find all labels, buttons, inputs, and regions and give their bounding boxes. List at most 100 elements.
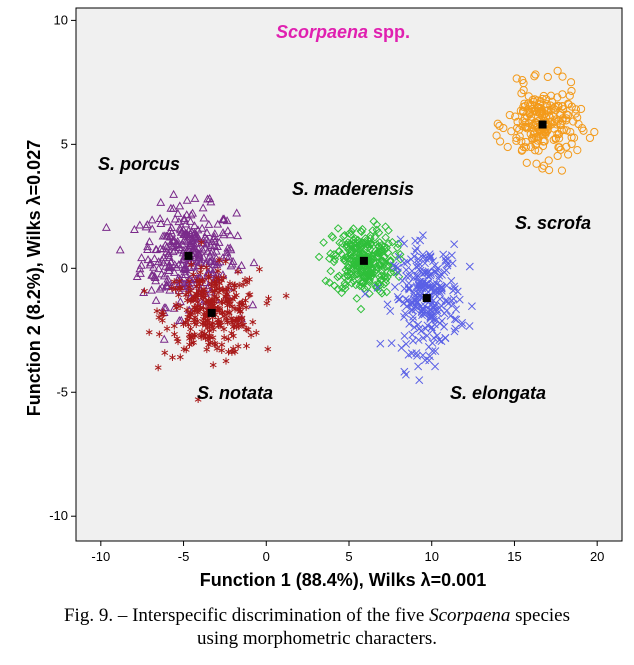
triangle-point <box>232 208 242 217</box>
cross-point <box>418 351 427 360</box>
circle-point <box>569 117 578 126</box>
asterisk-point <box>176 302 184 310</box>
diamond-point <box>386 268 396 277</box>
cross-point <box>413 271 422 280</box>
asterisk-point <box>201 290 209 298</box>
triangle-point <box>248 300 258 309</box>
asterisk-point <box>242 325 250 333</box>
diamond-point <box>393 239 403 249</box>
triangle-point <box>159 271 169 280</box>
asterisk-point <box>187 260 195 269</box>
circle-point <box>553 129 562 139</box>
triangle-point <box>169 189 179 198</box>
asterisk-point <box>218 297 225 306</box>
asterisk-point <box>153 307 161 315</box>
asterisk-point <box>161 349 169 357</box>
diamond-point <box>372 261 382 271</box>
diamond-point <box>373 251 383 261</box>
asterisk-point <box>159 308 166 316</box>
cross-point <box>441 253 450 262</box>
diamond-point <box>351 280 361 290</box>
circle-point <box>562 126 571 135</box>
diamond-point <box>377 266 386 275</box>
cross-point <box>427 323 436 332</box>
cross-point <box>446 311 455 320</box>
diamond-point <box>380 271 390 281</box>
cross-point <box>441 256 450 265</box>
caption-line2: using morphometric characters. <box>196 628 438 649</box>
asterisk-point <box>191 332 199 340</box>
cross-point <box>465 322 474 330</box>
asterisk-point <box>225 348 232 356</box>
asterisk-point <box>225 308 233 317</box>
diamond-point <box>359 283 369 293</box>
triangle-point <box>135 220 145 229</box>
circle-point <box>555 134 564 143</box>
triangle-point <box>179 246 189 255</box>
triangle-point <box>213 219 223 228</box>
circle-point <box>516 106 525 115</box>
cross-point <box>386 307 395 316</box>
circle-point <box>492 131 501 140</box>
diamond-point <box>329 250 339 259</box>
diamond-point <box>362 273 372 283</box>
triangle-point <box>202 239 212 248</box>
circle-point <box>539 161 548 170</box>
asterisk-point <box>242 303 250 311</box>
cross-point <box>452 305 461 314</box>
diamond-point <box>343 238 353 247</box>
triangle-point <box>234 265 243 274</box>
cross-point <box>424 272 433 280</box>
asterisk-point <box>220 333 228 342</box>
cross-point <box>450 282 459 291</box>
cross-point <box>421 356 430 365</box>
diamond-point <box>337 288 347 298</box>
cross-point <box>407 255 415 264</box>
circle-point <box>525 107 534 116</box>
circle-point <box>519 143 528 152</box>
diamond-point <box>368 269 378 278</box>
cross-point <box>428 347 437 355</box>
triangle-point <box>159 334 169 343</box>
triangle-point <box>159 253 169 262</box>
asterisk-point <box>186 334 193 343</box>
cross-point <box>402 302 411 311</box>
asterisk-point <box>234 342 242 350</box>
triangle-point <box>180 279 190 288</box>
label-s-notata: S. notata <box>197 383 273 403</box>
asterisk-point <box>197 263 205 271</box>
cross-point <box>415 376 424 385</box>
triangle-point <box>188 208 198 217</box>
triangle-point <box>195 251 204 260</box>
asterisk-point <box>282 292 290 300</box>
triangle-point <box>206 241 216 250</box>
label-s-maderensis: S. maderensis <box>292 179 414 199</box>
diamond-point <box>337 249 346 259</box>
triangle-point <box>173 236 183 245</box>
cross-point <box>389 261 398 270</box>
cross-point <box>401 370 410 379</box>
triangle-point <box>198 245 208 254</box>
cross-point <box>415 324 424 333</box>
diamond-point <box>346 230 356 239</box>
triangle-point <box>143 242 153 251</box>
triangle-point <box>226 245 236 254</box>
asterisk-point <box>224 301 231 310</box>
circle-point <box>538 141 548 151</box>
triangle-point <box>157 269 167 278</box>
diamond-point <box>356 304 366 314</box>
triangle-point <box>209 257 219 266</box>
circle-point <box>576 104 586 114</box>
asterisk-point <box>211 339 219 348</box>
series-s-scrofa <box>492 66 599 175</box>
cross-point <box>430 261 439 270</box>
diamond-point <box>330 281 339 291</box>
triangle-point <box>174 315 184 324</box>
triangle-point <box>207 255 217 264</box>
triangle-point <box>173 208 183 217</box>
circle-point <box>558 72 567 81</box>
cross-point <box>427 312 436 321</box>
cross-point <box>410 323 419 332</box>
x-tick-label: -10 <box>91 549 110 564</box>
circle-point <box>552 115 561 124</box>
